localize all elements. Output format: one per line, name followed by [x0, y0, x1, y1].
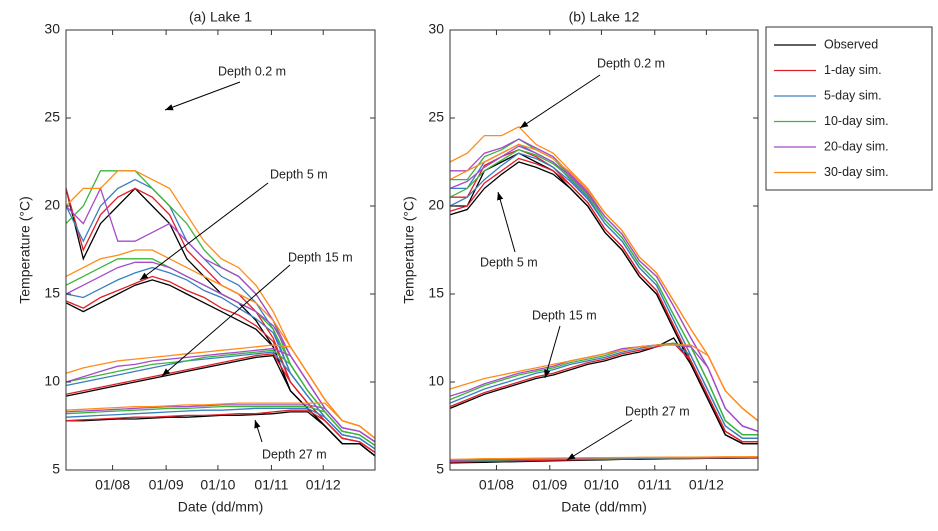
annotation: Depth 0.2 m: [218, 64, 286, 78]
series-line: [65, 409, 376, 453]
annotation: Depth 27 m: [262, 447, 327, 461]
x-tick-label: 01/10: [584, 477, 619, 493]
x-axis-label: Date (dd/mm): [178, 499, 264, 515]
series-line: [449, 342, 758, 443]
y-tick-label: 25: [44, 109, 60, 125]
panel-title: (a) Lake 1: [189, 9, 252, 25]
y-tick-label: 15: [428, 285, 444, 301]
series-line: [449, 342, 758, 439]
panel-title: (b) Lake 12: [569, 9, 640, 25]
y-tick-label: 30: [428, 21, 444, 37]
y-tick-label: 10: [428, 373, 444, 389]
annotation: Depth 15 m: [288, 250, 353, 264]
x-tick-label: 01/12: [689, 477, 724, 493]
y-axis-label: Temperature (°C): [17, 196, 33, 304]
y-tick-label: 20: [428, 197, 444, 213]
x-tick-label: 01/11: [638, 477, 672, 493]
series-line: [65, 407, 376, 450]
panel: 5 10 15 20 25 30 01/08 01/09 01/10 01/11 01/12 (a) …: [17, 9, 376, 515]
series-line: [449, 337, 758, 445]
y-tick-label: 25: [428, 109, 444, 125]
axes-box: [65, 29, 376, 471]
legend-label: 1-day sim.: [824, 63, 882, 77]
annotation-arrow: [544, 325, 561, 379]
series-line: [65, 344, 376, 439]
series-line: [449, 342, 758, 436]
x-tick-label: 01/11: [254, 477, 288, 493]
y-axis-label: Temperature (°C): [401, 196, 417, 304]
panel: 5 10 15 20 25 30 01/08 01/09 01/10 01/11 01/12 (b) …: [401, 9, 759, 515]
legend: Observed 1-day sim. 5-day sim. 10-day sim. 2…: [765, 26, 933, 191]
y-tick-label: 20: [44, 197, 60, 213]
annotation-arrow: [519, 74, 601, 129]
series-line: [449, 455, 759, 461]
series-line: [65, 405, 376, 446]
annotation-arrow: [254, 419, 263, 443]
series-line: [66, 411, 376, 457]
y-tick-label: 5: [52, 461, 60, 477]
annotation-arrow: [164, 81, 241, 111]
series-line: [65, 402, 376, 439]
x-axis-label: Date (dd/mm): [561, 499, 647, 515]
annotation: Depth 0.2 m: [597, 56, 665, 70]
x-tick-label: 01/09: [149, 477, 184, 493]
x-tick-label: 01/12: [306, 477, 341, 493]
annotation: Depth 5 m: [270, 167, 328, 181]
legend-box: [765, 26, 933, 191]
y-tick-label: 5: [436, 461, 444, 477]
legend-label: 30-day sim.: [824, 165, 889, 179]
axes-box: [449, 29, 759, 471]
legend-label: 5-day sim.: [824, 88, 882, 102]
legend-label: Observed: [824, 37, 878, 51]
annotation-arrow: [566, 419, 633, 461]
legend-label: 10-day sim.: [824, 114, 889, 128]
y-tick-label: 15: [44, 285, 60, 301]
annotation: Depth 5 m: [480, 255, 538, 269]
x-tick-label: 01/10: [200, 477, 235, 493]
x-tick-label: 01/09: [532, 477, 567, 493]
annotation-arrow: [139, 182, 269, 281]
y-tick-label: 10: [44, 373, 60, 389]
x-tick-label: 01/08: [95, 477, 130, 493]
annotation-arrow: [161, 264, 291, 377]
y-tick-label: 30: [44, 21, 60, 37]
annotation: Depth 15 m: [532, 308, 597, 322]
series-line: [449, 344, 759, 422]
annotation-arrow: [497, 191, 516, 253]
annotation: Depth 27 m: [625, 404, 690, 418]
x-tick-label: 01/08: [479, 477, 514, 493]
series-line: [65, 404, 376, 443]
legend-label: 20-day sim.: [824, 139, 889, 153]
